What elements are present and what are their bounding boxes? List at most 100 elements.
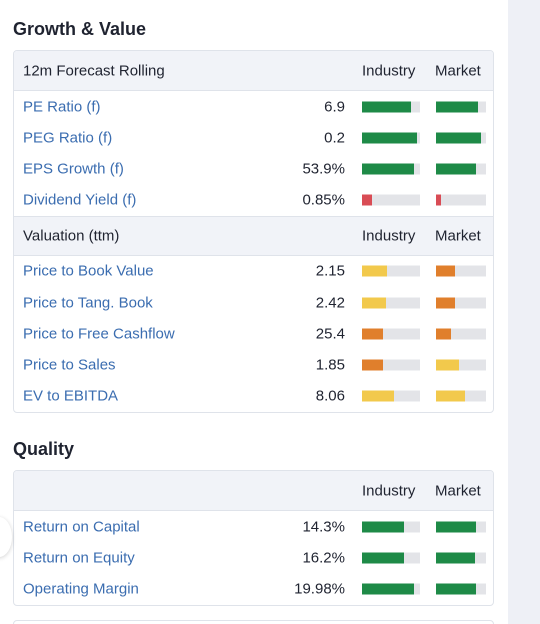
metric-link[interactable]: Return on Capital (23, 518, 140, 536)
industry-bar-fill (362, 328, 383, 340)
quality-header-market: Market (435, 482, 481, 499)
metric-value: 53.9% (302, 160, 345, 178)
industry-bar-fill (362, 583, 415, 595)
market-bar (436, 552, 486, 564)
metric-value: 6.9 (324, 98, 345, 116)
market-bar-fill (436, 359, 459, 371)
growth-value-table: 12m Forecast Rolling Industry Market PE … (13, 50, 494, 413)
market-bar (436, 132, 486, 144)
table-row: EV to EBITDA 8.06 (14, 381, 493, 412)
market-bar (436, 265, 486, 277)
market-bar-fill (436, 101, 478, 113)
metric-value: 16.2% (302, 549, 345, 567)
metric-value: 2.42 (315, 294, 345, 312)
valuation-header-market: Market (435, 227, 481, 245)
market-bar (436, 101, 486, 113)
forecast-header-market: Market (435, 62, 481, 79)
metric-value: 2.15 (315, 262, 345, 280)
market-bar (436, 583, 486, 595)
metric-value: 0.2 (324, 129, 345, 147)
forecast-rows: PE Ratio (f) 6.9 PEG Ratio (f) 0.2 EPS Growt… (14, 91, 493, 216)
forecast-header-label: 12m Forecast Rolling (23, 62, 165, 79)
next-section-card (13, 620, 494, 624)
metric-value: 0.85% (302, 191, 345, 209)
market-bar-fill (436, 390, 465, 402)
industry-bar-fill (362, 132, 418, 144)
table-row: PEG Ratio (f) 0.2 (14, 122, 493, 153)
metric-link[interactable]: Price to Sales (23, 356, 116, 374)
industry-bar (362, 521, 420, 533)
table-row: Operating Margin 19.98% (14, 573, 493, 604)
industry-bar (362, 359, 420, 371)
table-row: PE Ratio (f) 6.9 (14, 91, 493, 122)
metric-value: 19.98% (294, 580, 345, 598)
quality-table: Industry Market Return on Capital 14.3% Re… (13, 470, 494, 606)
industry-bar (362, 552, 420, 564)
market-bar-fill (436, 132, 481, 144)
quality-header-industry: Industry (362, 482, 416, 499)
metric-link[interactable]: Price to Free Cashflow (23, 325, 175, 343)
metric-link[interactable]: EPS Growth (f) (23, 160, 124, 178)
industry-bar (362, 194, 420, 206)
industry-bar (362, 390, 420, 402)
table-row: Price to Book Value 2.15 (14, 256, 493, 287)
metric-value: 8.06 (315, 387, 345, 405)
metric-link[interactable]: PE Ratio (f) (23, 98, 101, 116)
quality-rows: Return on Capital 14.3% Return on Equity 16… (14, 511, 493, 605)
market-bar (436, 390, 486, 402)
market-bar (436, 328, 486, 340)
industry-bar-fill (362, 390, 394, 402)
market-bar (436, 521, 486, 533)
market-bar-fill (436, 552, 475, 564)
market-bar (436, 359, 486, 371)
metric-link[interactable]: Return on Equity (23, 549, 135, 567)
table-row: Price to Tang. Book 2.42 (14, 287, 493, 318)
metric-value: 14.3% (302, 518, 345, 536)
valuation-rows: Price to Book Value 2.15 Price to Tang. Bo… (14, 256, 493, 412)
metric-link[interactable]: EV to EBITDA (23, 387, 119, 405)
metric-link[interactable]: Dividend Yield (f) (23, 191, 137, 209)
table-row: Return on Equity 16.2% (14, 542, 493, 573)
quality-header: Industry Market (14, 471, 493, 511)
table-row: Price to Sales 1.85 (14, 349, 493, 380)
growth-value-title: Growth & Value (13, 19, 147, 39)
valuation-header-label: Valuation (ttm) (23, 227, 120, 245)
metric-value: 25.4 (315, 325, 345, 343)
market-bar-fill (436, 521, 476, 533)
industry-bar-fill (362, 552, 404, 564)
industry-bar (362, 163, 420, 175)
metric-link[interactable]: Operating Margin (23, 580, 139, 598)
industry-bar (362, 132, 420, 144)
industry-bar-fill (362, 521, 404, 533)
metric-link[interactable]: Price to Book Value (23, 262, 154, 280)
industry-bar-fill (362, 194, 372, 206)
forecast-header-industry: Industry (362, 62, 416, 79)
metric-link[interactable]: PEG Ratio (f) (23, 129, 113, 147)
industry-bar-fill (362, 359, 383, 371)
industry-bar (362, 297, 420, 309)
metric-link[interactable]: Price to Tang. Book (23, 294, 153, 312)
industry-bar-fill (362, 163, 415, 175)
valuation-header: Valuation (ttm) Industry Market (14, 215, 493, 256)
market-bar-fill (436, 163, 476, 175)
table-row: Price to Free Cashflow 25.4 (14, 318, 493, 349)
industry-bar (362, 583, 420, 595)
market-bar-fill (436, 583, 476, 595)
table-row: EPS Growth (f) 53.9% (14, 153, 493, 184)
market-bar (436, 194, 486, 206)
forecast-header: 12m Forecast Rolling Industry Market (14, 51, 493, 91)
market-bar (436, 163, 486, 175)
market-bar-fill (436, 194, 441, 206)
ratios-card: Growth & Value 12m Forecast Rolling Indu… (0, 0, 508, 624)
industry-bar-fill (362, 101, 412, 113)
industry-bar-fill (362, 265, 387, 277)
industry-bar (362, 265, 420, 277)
quality-title: Quality (13, 439, 75, 459)
scroll-handle[interactable] (0, 517, 12, 557)
industry-bar (362, 328, 420, 340)
market-bar-fill (436, 297, 455, 309)
valuation-header-industry: Industry (362, 227, 416, 245)
metric-value: 1.85 (315, 356, 345, 374)
table-row: Dividend Yield (f) 0.85% (14, 185, 493, 216)
market-bar-fill (436, 328, 451, 340)
